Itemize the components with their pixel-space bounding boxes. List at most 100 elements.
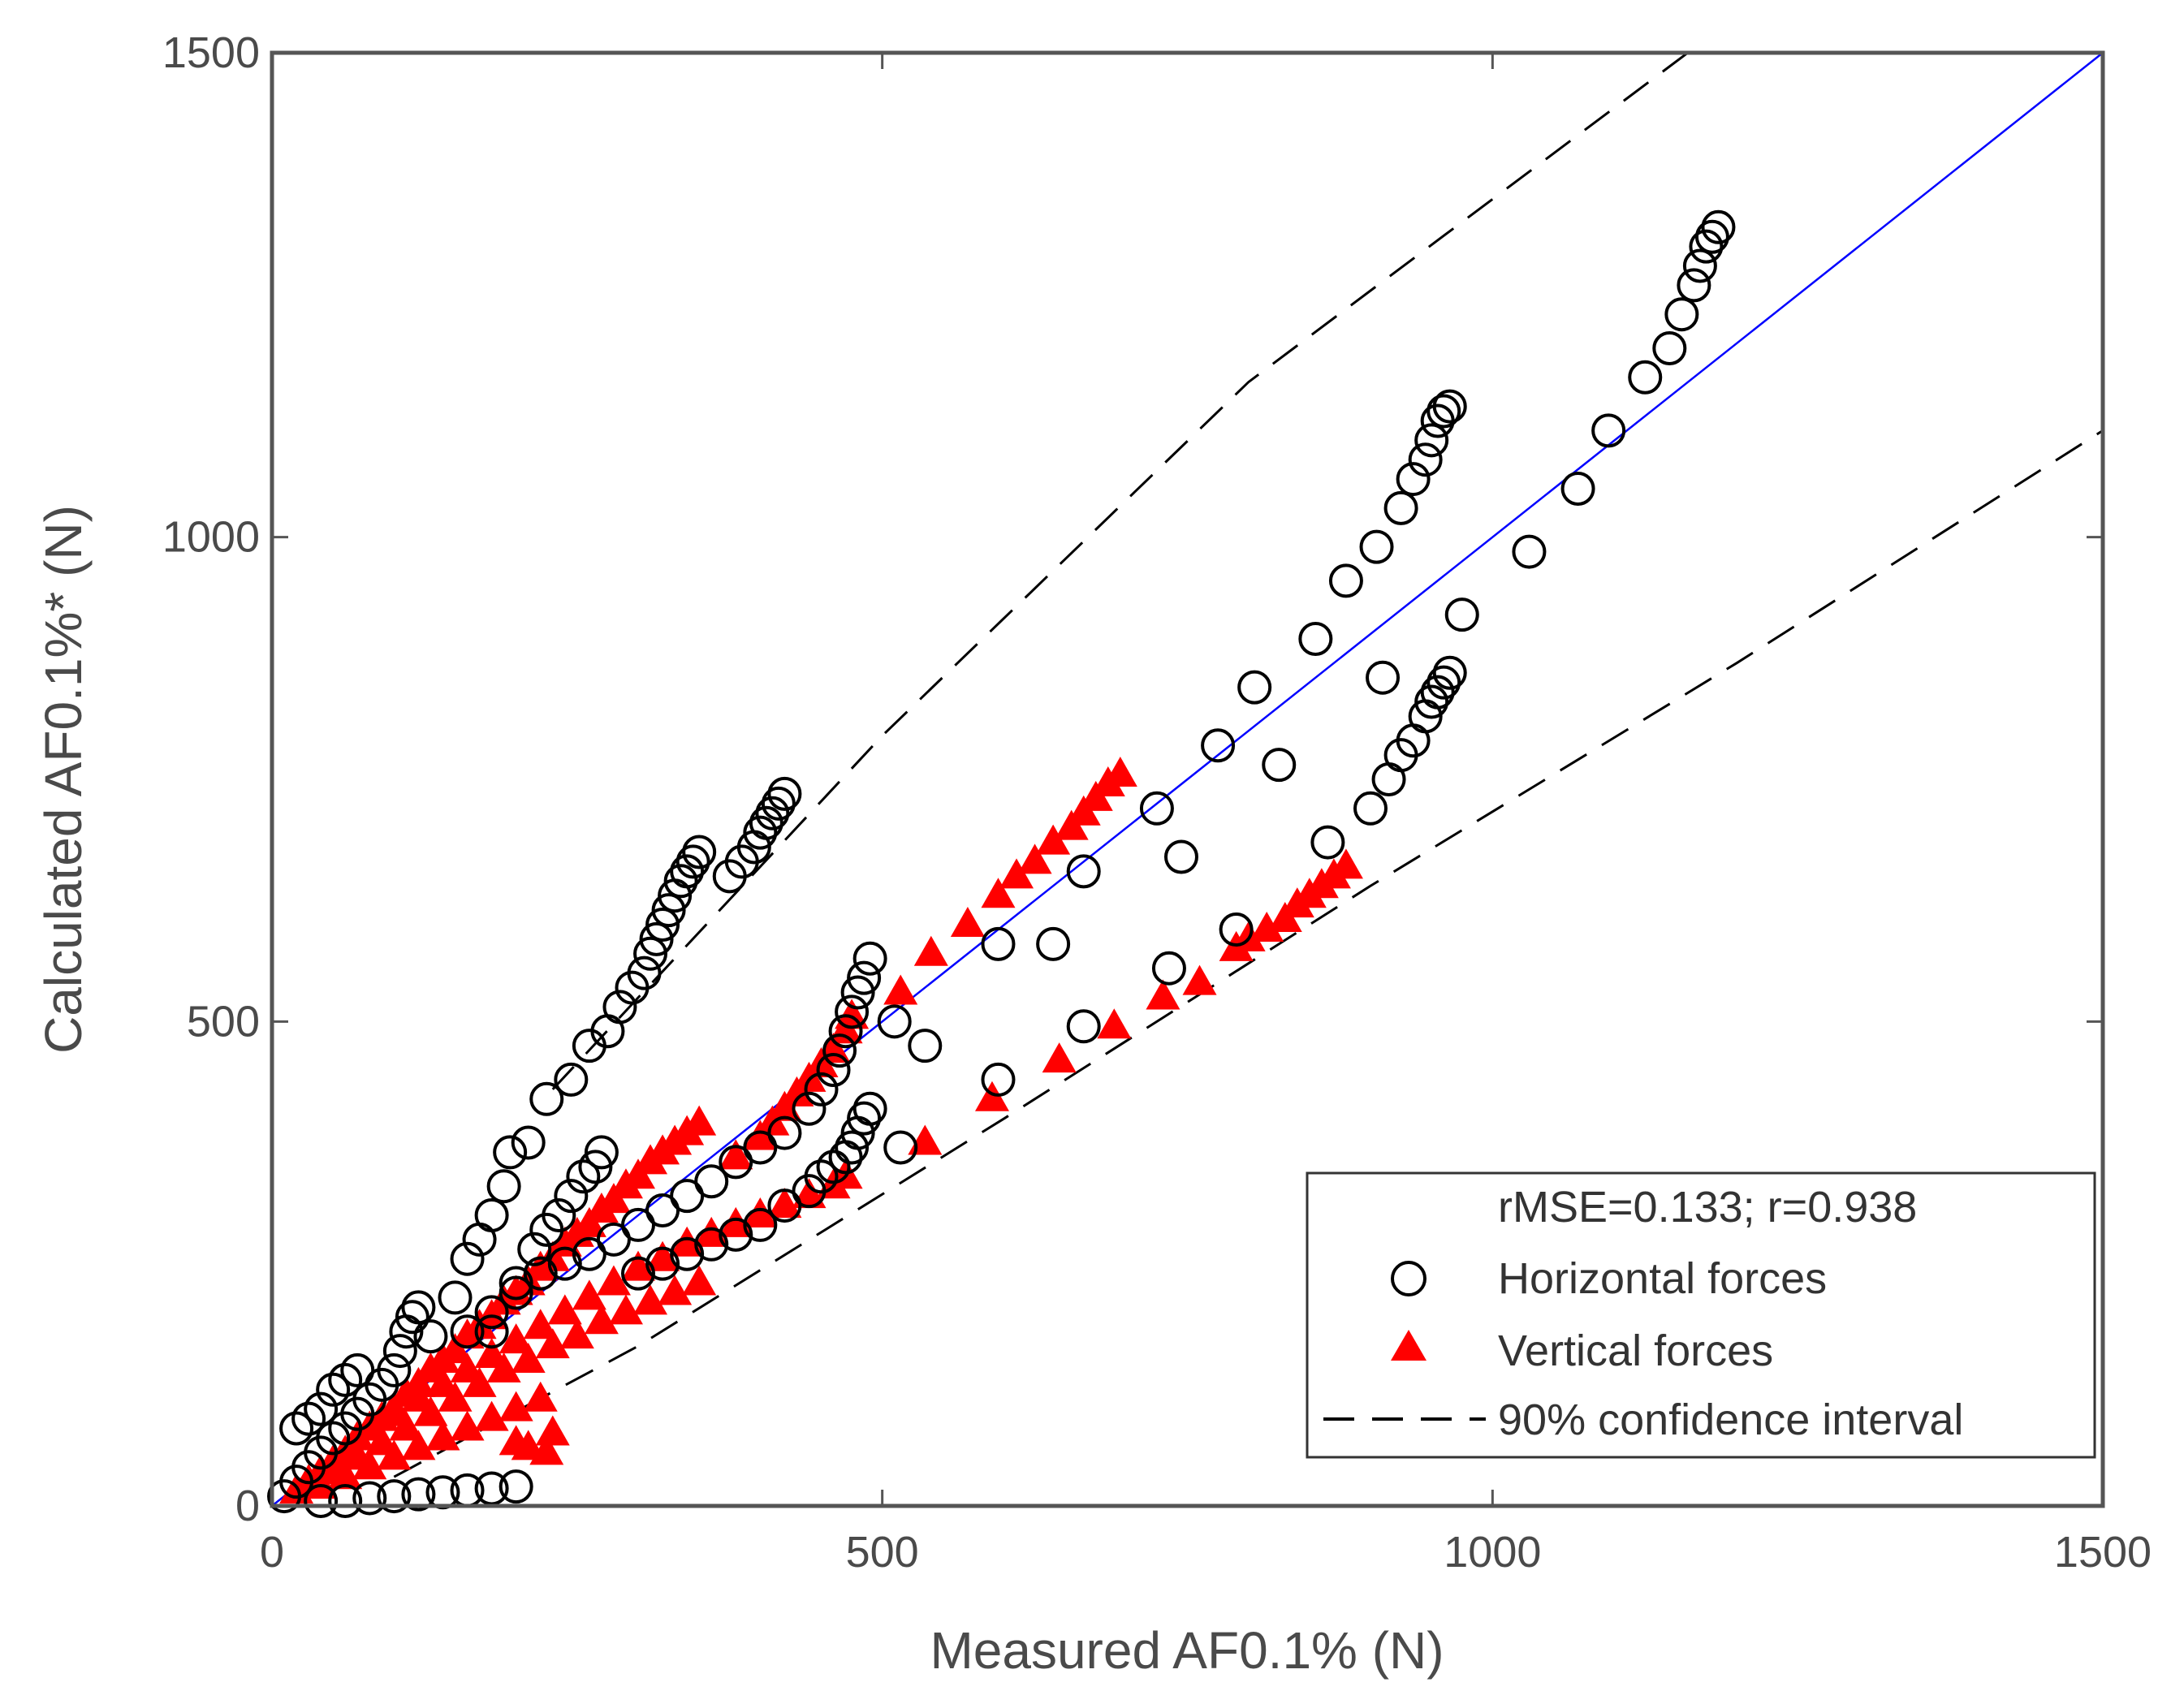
horizontal-force-point	[682, 835, 717, 869]
legend-vertical-label: Vertical forces	[1498, 1327, 1773, 1375]
horizontal-force-point	[1359, 529, 1394, 564]
horizontal-force-point	[1560, 472, 1595, 506]
horizontal-force-point	[1512, 534, 1547, 569]
horizontal-force-point	[1432, 389, 1467, 424]
horizontal-force-point	[694, 1164, 729, 1199]
vertical-force-point	[1250, 911, 1284, 942]
vertical-force-point	[547, 1294, 582, 1325]
horizontal-force-point	[1427, 665, 1461, 700]
x-axis-label: Measured AF0.1% (N)	[930, 1621, 1444, 1680]
horizontal-force-point	[291, 1401, 326, 1436]
horizontal-force-point	[1201, 728, 1236, 763]
horizontal-force-point	[529, 1081, 564, 1116]
horizontal-force-point	[847, 960, 882, 995]
vertical-force-point	[474, 1400, 509, 1431]
horizontal-force-point	[755, 796, 790, 830]
horizontal-force-point	[1298, 621, 1333, 656]
horizontal-force-point	[1310, 825, 1345, 860]
horizontal-force-point	[621, 1256, 655, 1291]
horizontal-force-point	[840, 975, 875, 1010]
vertical-force-point	[950, 907, 985, 937]
horizontal-force-point	[474, 1295, 509, 1330]
horizontal-force-point	[1414, 684, 1449, 719]
horizontal-force-point	[1396, 462, 1431, 497]
vertical-force-point	[913, 935, 948, 966]
horizontal-force-point	[523, 1256, 558, 1291]
horizontal-force-point	[499, 1275, 533, 1310]
horizontal-force-point	[670, 854, 705, 889]
horizontal-force-point	[1383, 490, 1418, 525]
horizontal-force-point	[852, 941, 887, 976]
horizontal-force-point	[767, 776, 802, 811]
data-marks	[267, 51, 2104, 1519]
horizontal-force-point	[566, 1159, 601, 1194]
horizontal-force-point	[822, 1033, 857, 1068]
horizontal-force-point	[1366, 660, 1401, 695]
vertical-force-point	[474, 1338, 509, 1369]
horizontal-force-point	[382, 1334, 417, 1369]
horizontal-force-point	[1353, 791, 1388, 826]
vertical-force-point	[535, 1415, 570, 1446]
vertical-force-point	[559, 1318, 594, 1349]
legend-horizontal-label: Horizontal forces	[1498, 1254, 1827, 1303]
vertical-force-point	[1036, 824, 1071, 855]
vertical-force-point	[584, 1304, 619, 1335]
legend-vertical-marker	[1391, 1330, 1427, 1361]
vertical-force-point	[352, 1449, 387, 1480]
horizontal-force-point	[578, 1150, 613, 1184]
horizontal-force-point	[743, 1207, 778, 1242]
horizontal-force-point	[743, 1130, 778, 1165]
horizontal-force-point	[749, 805, 783, 840]
horizontal-force-point	[621, 1207, 655, 1242]
vertical-force-point	[401, 1381, 436, 1412]
horizontal-force-point	[1414, 423, 1449, 458]
horizontal-force-point	[1689, 229, 1724, 264]
horizontal-force-point	[542, 1198, 576, 1232]
horizontal-force-point	[828, 1014, 863, 1049]
horizontal-force-point	[804, 1072, 839, 1107]
vertical-force-point	[450, 1410, 485, 1441]
horizontal-force-point	[645, 1193, 680, 1228]
horizontal-force-point	[651, 893, 686, 928]
horizontal-force-point	[279, 1411, 314, 1446]
horizontal-force-point	[316, 1372, 351, 1407]
horizontal-force-point	[450, 1241, 485, 1276]
horizontal-force-point	[981, 926, 1016, 961]
legend-box	[1306, 1171, 2096, 1459]
vertical-force-point	[377, 1439, 412, 1470]
horizontal-force-point	[1652, 330, 1687, 365]
horizontal-force-point	[767, 1115, 802, 1150]
vertical-force-point	[523, 1309, 558, 1339]
horizontal-force-point	[639, 921, 674, 956]
vertical-force-point	[511, 1343, 546, 1373]
horizontal-force-point	[633, 936, 668, 971]
vertical-force-point	[499, 1391, 533, 1421]
horizontal-force-point	[1151, 951, 1186, 986]
horizontal-force-point	[670, 1179, 705, 1214]
vertical-force-point	[572, 1279, 606, 1310]
x-tick-label: 1500	[2054, 1528, 2152, 1577]
horizontal-force-point	[413, 1319, 448, 1354]
vertical-force-point	[621, 1250, 655, 1281]
vertical-force-point	[377, 1396, 412, 1426]
vertical-force-point	[401, 1430, 436, 1460]
horizontal-force-point	[316, 1421, 351, 1456]
y-tick-label: 1000	[162, 513, 260, 562]
horizontal-force-point	[1036, 926, 1071, 961]
horizontal-force-point	[1163, 839, 1198, 874]
horizontal-force-point	[719, 1217, 753, 1252]
horizontal-force-point	[377, 1352, 412, 1387]
horizontal-force-point	[584, 1135, 619, 1170]
horizontal-force-point	[816, 1053, 851, 1087]
horizontal-force-point	[499, 1469, 533, 1504]
horizontal-force-point	[816, 1150, 851, 1184]
horizontal-force-point	[328, 1484, 363, 1519]
horizontal-force-point	[474, 1198, 509, 1232]
horizontal-force-point	[1139, 791, 1174, 826]
vertical-force-point	[999, 858, 1034, 889]
horizontal-force-point	[847, 1101, 882, 1136]
horizontal-force-point	[517, 1232, 552, 1266]
horizontal-force-point	[835, 994, 870, 1029]
legend-interval-label: 90% confidence interval	[1498, 1396, 1963, 1444]
legend-horizontal-marker	[1391, 1261, 1427, 1296]
